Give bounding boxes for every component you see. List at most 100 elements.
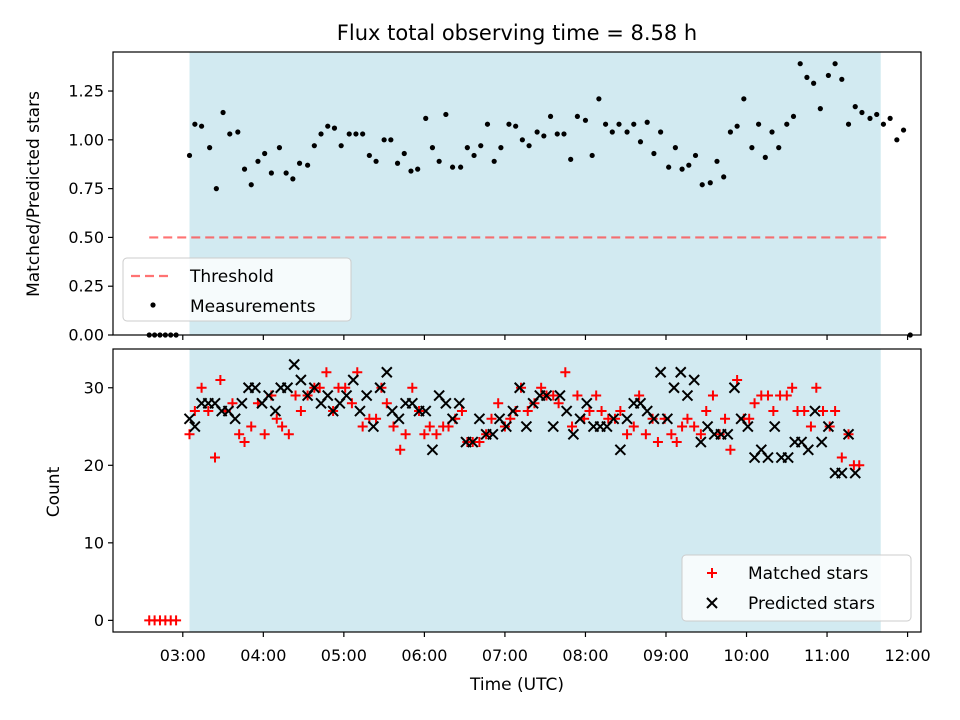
- measurement-point: [464, 145, 470, 151]
- matched-point: [707, 390, 718, 401]
- y-tick-label: 0.00: [68, 326, 104, 345]
- legend-label: Predicted stars: [748, 594, 875, 614]
- y-tick-label: 0.50: [68, 228, 104, 247]
- matched-point: [239, 437, 250, 448]
- matched-point: [768, 406, 779, 417]
- measurement-point: [478, 143, 484, 149]
- predicted-point: [381, 366, 393, 378]
- measurement-point: [415, 166, 421, 172]
- measurement-point: [797, 61, 803, 67]
- predicted-point: [269, 405, 282, 417]
- matched-point: [762, 390, 773, 401]
- series-measurements: [146, 61, 913, 338]
- measurement-point: [880, 121, 887, 127]
- measurement-point: [484, 121, 491, 127]
- matched-point: [234, 429, 245, 440]
- y-tick-label: 1.00: [68, 130, 104, 149]
- measurement-point: [845, 121, 852, 127]
- matched-point: [596, 406, 607, 417]
- measurement-point: [679, 166, 685, 172]
- y-tick-label: 0.25: [68, 277, 104, 296]
- x-tick-label: 04:00: [240, 646, 286, 665]
- measurement-point: [790, 113, 797, 120]
- measurement-point: [318, 131, 324, 137]
- measurement-point: [672, 145, 678, 151]
- predicted-point: [500, 420, 512, 433]
- measurement-point: [596, 96, 602, 102]
- measurement-point: [784, 121, 790, 127]
- measurement-point: [616, 121, 622, 127]
- measurement-point: [296, 160, 303, 166]
- measurement-point: [699, 182, 705, 188]
- measurement-point: [589, 152, 595, 159]
- predicted-point: [574, 413, 586, 425]
- measurement-point: [825, 72, 831, 79]
- predicted-point: [322, 389, 334, 402]
- matched-point: [615, 406, 626, 417]
- matched-point: [203, 406, 214, 417]
- measurement-point: [651, 150, 657, 157]
- measurement-point: [624, 129, 630, 135]
- predicted-point: [849, 467, 861, 479]
- matched-point: [567, 421, 578, 432]
- measurement-point: [547, 113, 554, 120]
- measurement-point: [519, 137, 525, 143]
- predicted-point: [288, 358, 300, 371]
- matched-point: [695, 429, 706, 440]
- measurement-point: [276, 145, 283, 151]
- matched-point: [572, 390, 583, 401]
- measurement-point: [666, 164, 672, 170]
- matched-point: [259, 429, 270, 440]
- y-tick-label: 20: [84, 456, 104, 475]
- predicted-point: [281, 382, 294, 394]
- measurement-point: [741, 96, 747, 102]
- predicted-point: [782, 451, 794, 464]
- series-predicted-stars: [183, 358, 861, 479]
- measurement-point: [609, 129, 615, 135]
- measurement-point: [568, 156, 574, 162]
- predicted-point: [229, 413, 241, 425]
- measurement-point: [811, 80, 817, 86]
- measurement-point: [373, 158, 379, 164]
- measurement-point: [213, 186, 219, 192]
- measurement-point: [429, 145, 436, 151]
- predicted-point: [347, 374, 359, 386]
- measurement-point: [366, 152, 372, 159]
- x-tick-label: 03:00: [160, 646, 206, 665]
- matched-point: [725, 444, 736, 455]
- measurement-point: [449, 164, 456, 170]
- matched-point: [671, 437, 682, 448]
- matched-point: [493, 398, 504, 409]
- measurement-point: [637, 139, 644, 145]
- matched-point: [701, 406, 712, 417]
- measurement-point: [686, 162, 692, 168]
- measurement-point: [498, 145, 504, 151]
- predicted-point: [809, 405, 821, 417]
- legend-matched-swatch: [707, 568, 717, 578]
- matched-point: [171, 615, 182, 626]
- matched-point: [781, 390, 792, 401]
- measurement-point: [235, 129, 241, 135]
- measurement-point: [534, 129, 540, 135]
- matched-point: [787, 382, 798, 393]
- predicted-point: [581, 397, 593, 409]
- legend: Threshold Measurements: [122, 257, 352, 322]
- predicted-point: [262, 389, 275, 402]
- measurement-point: [859, 109, 865, 116]
- measurement-point: [338, 143, 344, 149]
- measurement-point: [381, 137, 387, 143]
- predicted-point: [836, 467, 848, 479]
- predicted-point: [520, 420, 533, 433]
- predicted-point: [453, 397, 465, 409]
- measurement-point: [692, 152, 699, 159]
- x-tick-label: 09:00: [643, 646, 689, 665]
- measurement-point: [436, 158, 442, 164]
- top-ylabel: Matched/Predicted stars: [24, 91, 44, 297]
- matched-point: [321, 367, 332, 378]
- predicted-point: [742, 420, 754, 433]
- legend: Matched stars Predicted stars: [681, 554, 912, 622]
- matched-point: [314, 382, 325, 393]
- measurement-point: [749, 145, 755, 151]
- predicted-point: [513, 382, 526, 394]
